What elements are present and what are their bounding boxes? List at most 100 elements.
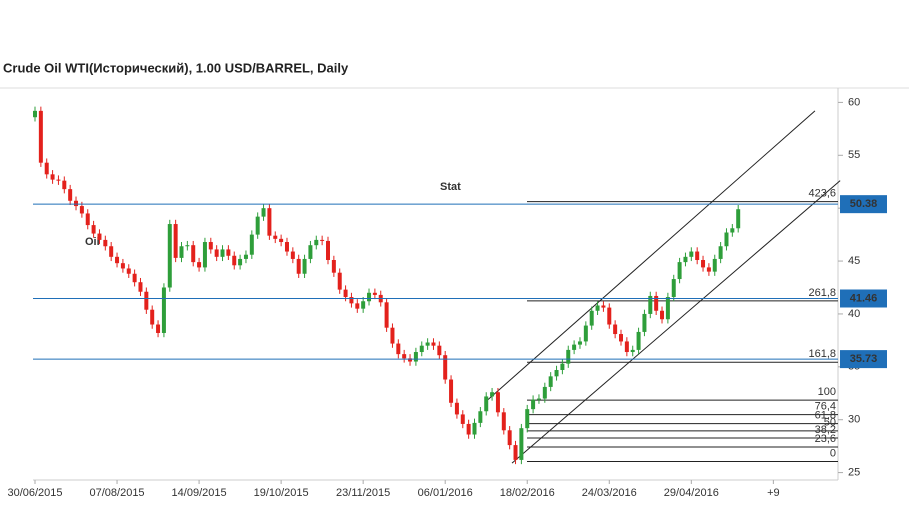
candle-body — [132, 273, 137, 283]
candle-body — [736, 209, 741, 229]
candle-body — [519, 428, 524, 460]
candle-body — [484, 396, 489, 412]
watermark: Oil — [85, 236, 100, 248]
y-tick-label: 25 — [848, 467, 860, 479]
fib-label: 0 — [830, 447, 836, 459]
candle-body — [701, 260, 706, 268]
candle-body — [50, 174, 55, 180]
candle-body — [243, 254, 248, 259]
candle-body — [689, 251, 694, 257]
candle-body — [437, 345, 442, 356]
candle-body — [331, 260, 336, 273]
candle-body — [495, 392, 500, 413]
price-label: 35.73 — [850, 353, 878, 365]
candle-body — [273, 235, 278, 239]
candle-body — [290, 251, 295, 259]
fib-label: 100 — [818, 386, 836, 398]
candle-body — [91, 225, 96, 234]
candle-body — [232, 255, 237, 266]
candle-body — [161, 287, 166, 333]
candle-body — [683, 256, 688, 263]
price-box — [840, 195, 887, 214]
candle-body — [214, 249, 219, 257]
fib-label: 161,8 — [808, 348, 836, 360]
candle-body — [79, 206, 84, 214]
candle-body — [607, 307, 612, 325]
candle-body — [185, 245, 190, 247]
candle-body — [202, 242, 207, 268]
candle-body — [513, 445, 518, 460]
candle-body — [454, 402, 459, 415]
candle-body — [443, 355, 448, 380]
candle-body — [308, 245, 313, 259]
candle-body — [156, 324, 161, 333]
candle-body — [296, 258, 301, 274]
candle-body — [173, 224, 178, 258]
fib-label: 423,6 — [808, 188, 836, 200]
candle-body — [62, 180, 67, 190]
candle-body — [648, 295, 653, 314]
candle-body — [624, 341, 629, 353]
candle-body — [85, 213, 90, 226]
candle-body — [74, 200, 79, 207]
candle-body — [396, 343, 401, 355]
candle-body — [601, 305, 606, 308]
candle-body — [619, 334, 623, 342]
fib-label: 23,6 — [815, 433, 836, 445]
candle-body — [431, 342, 436, 346]
y-tick-label: 55 — [848, 149, 860, 161]
candle-body — [355, 303, 360, 309]
candle-body — [208, 242, 213, 250]
candle-body — [460, 414, 465, 424]
candle-body — [150, 309, 155, 325]
chart-title: Crude Oil WTI(Исторический), 1.00 USD/BA… — [3, 60, 349, 75]
candle-body — [536, 398, 541, 400]
candle-body — [425, 342, 430, 346]
trend-line — [487, 110, 816, 400]
candle-body — [718, 246, 723, 259]
candle-body — [595, 305, 600, 311]
candle-body — [314, 239, 319, 246]
y-tick-label: 45 — [848, 255, 860, 267]
y-tick-label: 40 — [848, 308, 860, 320]
candle-body — [349, 297, 354, 304]
candle-body — [560, 363, 565, 370]
price-box — [840, 289, 887, 308]
y-tick-label: 30 — [848, 414, 860, 426]
fib-label: 261,8 — [808, 287, 836, 299]
fib-label: 50 — [824, 417, 836, 429]
candle-body — [660, 310, 665, 320]
candle-body — [138, 282, 143, 292]
candle-body — [577, 341, 582, 345]
candle-body — [261, 208, 266, 217]
candle-body — [56, 179, 61, 181]
x-tick-label: 06/01/2016 — [418, 487, 473, 499]
watermark: Stat — [440, 181, 461, 193]
x-tick-label: 19/10/2015 — [254, 487, 309, 499]
candle-body — [126, 268, 131, 274]
candle-body — [255, 216, 260, 235]
candle-body — [343, 289, 348, 298]
candle-body — [478, 411, 483, 423]
fib-label: 76,4 — [815, 401, 836, 413]
candle-body — [279, 238, 284, 243]
candle-body — [33, 110, 37, 118]
x-tick-label: 07/08/2015 — [90, 487, 145, 499]
candle-body — [548, 376, 553, 387]
candle-body — [115, 256, 120, 264]
candle-body — [384, 302, 389, 328]
candle-body — [413, 352, 418, 362]
fib-label: 38,2 — [815, 424, 836, 436]
candle-body — [226, 249, 231, 256]
candle-body — [419, 345, 424, 353]
candle-body — [730, 228, 735, 233]
y-tick-label: 60 — [848, 96, 860, 108]
candle-body — [665, 297, 670, 320]
candle-body — [44, 162, 49, 175]
x-tick-label: 14/09/2015 — [172, 487, 227, 499]
candle-body — [501, 412, 506, 431]
candle-body — [408, 358, 413, 362]
candle-body — [583, 325, 588, 342]
candle-body — [284, 242, 289, 252]
